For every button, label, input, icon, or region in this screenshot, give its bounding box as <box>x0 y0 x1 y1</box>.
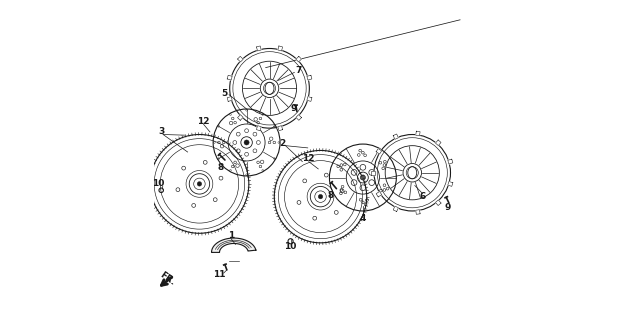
Polygon shape <box>448 159 453 164</box>
Text: 3: 3 <box>158 127 164 136</box>
Polygon shape <box>416 210 420 214</box>
Polygon shape <box>371 171 375 175</box>
Polygon shape <box>256 46 261 51</box>
Text: 2: 2 <box>279 139 285 148</box>
Text: 10: 10 <box>285 242 297 251</box>
Polygon shape <box>393 206 398 212</box>
Polygon shape <box>435 140 441 146</box>
Text: 9: 9 <box>290 104 297 113</box>
Circle shape <box>244 140 249 145</box>
Text: 5: 5 <box>221 89 228 98</box>
Text: 7: 7 <box>295 66 302 75</box>
Polygon shape <box>448 181 453 186</box>
Polygon shape <box>435 200 441 205</box>
Text: 4: 4 <box>360 214 366 223</box>
Text: 6: 6 <box>419 192 426 201</box>
Polygon shape <box>227 97 232 101</box>
Polygon shape <box>307 75 312 80</box>
Circle shape <box>319 195 323 199</box>
Polygon shape <box>296 56 302 62</box>
Polygon shape <box>416 131 420 136</box>
Text: 1: 1 <box>228 231 234 240</box>
Text: 8: 8 <box>328 191 334 200</box>
Circle shape <box>198 182 202 186</box>
Text: 10: 10 <box>152 180 164 188</box>
Text: FR.: FR. <box>158 270 177 287</box>
Text: 11: 11 <box>213 269 226 279</box>
Polygon shape <box>393 134 398 139</box>
Text: 8: 8 <box>218 164 224 172</box>
Text: 12: 12 <box>198 116 210 126</box>
Polygon shape <box>376 148 382 154</box>
Polygon shape <box>278 46 283 51</box>
Polygon shape <box>256 126 261 131</box>
Polygon shape <box>296 115 302 120</box>
Text: 12: 12 <box>302 154 315 163</box>
Circle shape <box>361 175 366 180</box>
Polygon shape <box>278 126 283 131</box>
Polygon shape <box>227 75 232 80</box>
Text: 9: 9 <box>445 203 451 212</box>
Polygon shape <box>307 97 312 101</box>
Polygon shape <box>238 115 243 120</box>
Polygon shape <box>211 238 256 252</box>
Polygon shape <box>376 191 382 197</box>
Polygon shape <box>238 56 243 62</box>
